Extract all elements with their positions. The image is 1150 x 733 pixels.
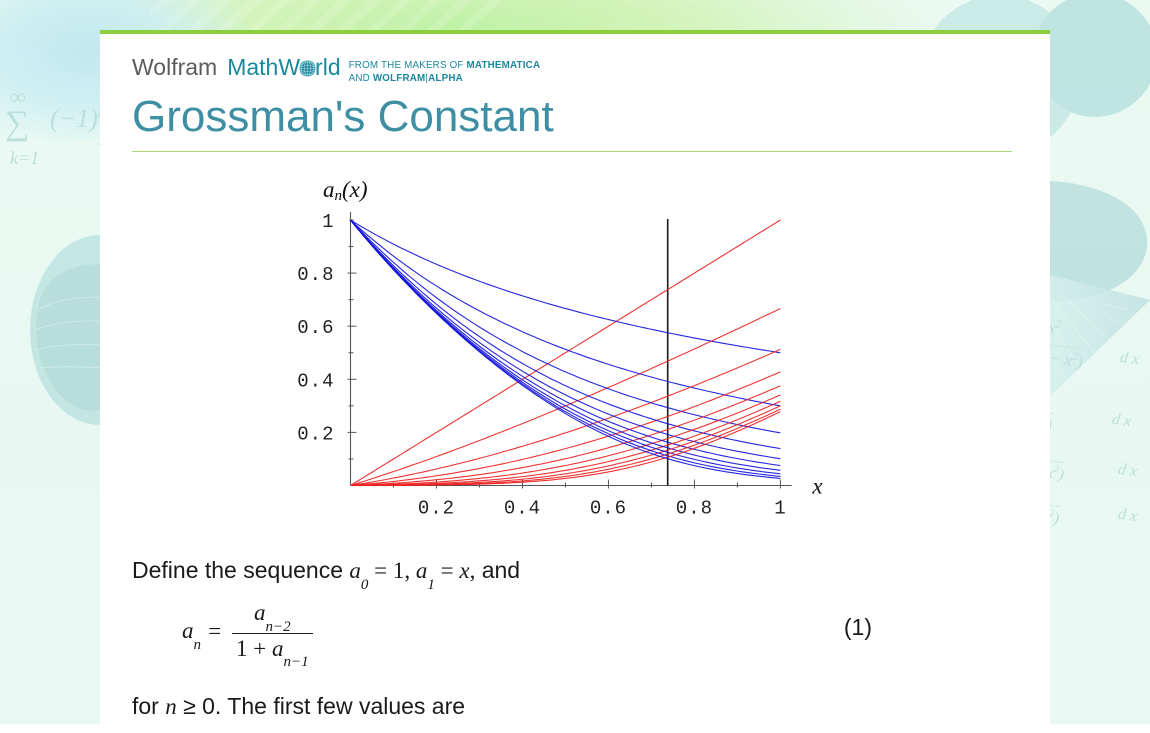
svg-text:0.4: 0.4 — [297, 370, 334, 392]
svg-text:x: x — [811, 474, 823, 499]
svg-text:0.6: 0.6 — [590, 498, 627, 520]
svg-text:0.6: 0.6 — [297, 317, 334, 339]
svg-text:0.2: 0.2 — [297, 423, 334, 445]
svg-text:0.8: 0.8 — [297, 264, 334, 286]
svg-text:0.8: 0.8 — [676, 498, 713, 520]
svg-text:1: 1 — [322, 211, 334, 233]
svg-text:0.2: 0.2 — [418, 498, 455, 520]
svg-text:an(x): an(x) — [323, 177, 368, 204]
svg-text:1: 1 — [774, 498, 786, 520]
svg-text:0.4: 0.4 — [504, 498, 541, 520]
